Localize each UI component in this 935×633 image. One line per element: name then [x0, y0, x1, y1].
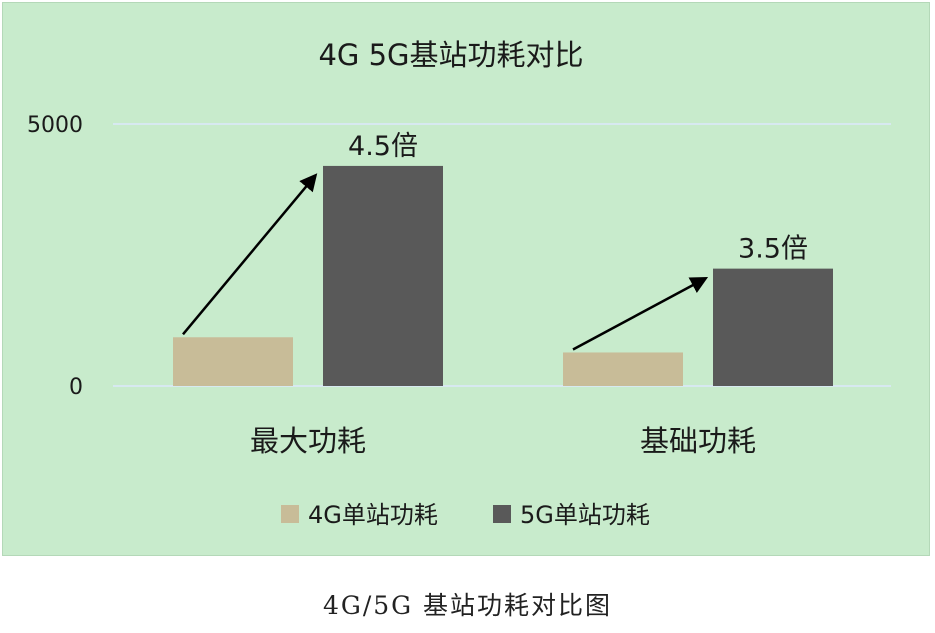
bar-chart: 4G 5G基站功耗对比 0 5000 4.5倍 3.5倍 最大功耗 基础功耗 4G单站…: [27, 38, 891, 529]
category-label: 基础功耗: [640, 424, 756, 458]
y-tick-label: 5000: [27, 113, 83, 138]
chart-title: 4G 5G基站功耗对比: [318, 38, 583, 72]
legend-label: 5G单站功耗: [520, 501, 650, 529]
ratio-label: 4.5倍: [348, 131, 418, 162]
legend-label: 4G单站功耗: [308, 501, 438, 529]
legend-swatch: [281, 505, 299, 523]
figure-caption: 4G/5G 基站功耗对比图: [322, 591, 613, 620]
y-axis: 0 5000: [27, 113, 83, 400]
chart-panel: 4G 5G基站功耗对比 0 5000 4.5倍 3.5倍 最大功耗 基础功耗 4G单站…: [2, 2, 930, 556]
ratio-arrow: [182, 173, 318, 336]
legend: 4G单站功耗 5G单站功耗: [281, 501, 650, 529]
bar: [173, 337, 293, 386]
ratio-arrow: [572, 276, 709, 351]
bar: [323, 165, 443, 386]
bar: [713, 268, 833, 386]
bar: [563, 352, 683, 386]
bars: [173, 165, 833, 386]
arrows: [182, 173, 709, 351]
annotations: 4.5倍 3.5倍: [348, 131, 808, 265]
y-tick-label: 0: [69, 375, 83, 400]
legend-swatch: [493, 505, 511, 523]
ratio-label: 3.5倍: [738, 234, 808, 265]
category-label: 最大功耗: [250, 424, 366, 458]
x-axis: 最大功耗 基础功耗: [250, 424, 756, 458]
